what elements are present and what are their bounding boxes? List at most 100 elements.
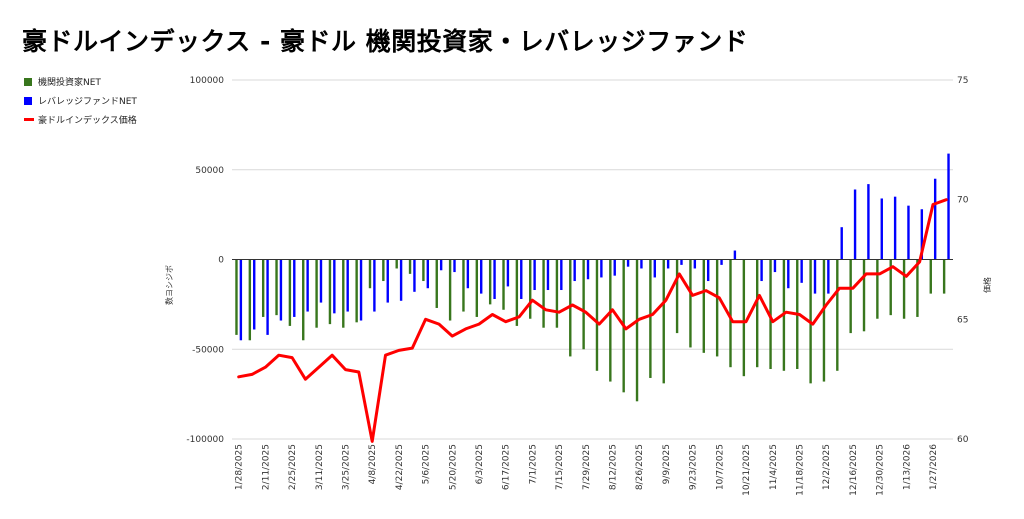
bar-institutional	[876, 259, 879, 319]
bar-institutional	[502, 259, 505, 310]
bar-leveraged	[373, 259, 376, 312]
bar-institutional	[261, 259, 265, 317]
legend: 機関投資家NET レバレッジファンドNET 豪ドルインデックス価格	[24, 72, 137, 129]
bar-institutional	[475, 259, 479, 317]
bar-leveraged	[453, 259, 456, 273]
bar-institutional	[328, 259, 332, 325]
bar-leveraged	[947, 153, 950, 260]
bar-leveraged	[933, 178, 937, 260]
bar-leveraged	[520, 259, 523, 299]
left-tick-label: 100000	[190, 76, 225, 86]
legend-swatch-price	[24, 118, 34, 121]
bar-leveraged	[506, 259, 510, 287]
bar-institutional	[355, 259, 358, 323]
bar-institutional	[729, 259, 732, 368]
x-tick-label: 11/4/2025	[769, 444, 779, 490]
bar-institutional	[902, 259, 906, 319]
legend-swatch-leveraged	[24, 96, 32, 105]
x-tick-label: 7/29/2025	[582, 444, 592, 490]
bar-institutional	[288, 259, 292, 326]
bar-leveraged	[720, 259, 723, 265]
x-tick-label: 12/2/2025	[822, 444, 832, 490]
bar-leveraged	[319, 259, 323, 303]
left-tick-label: -50000	[192, 345, 224, 355]
bar-leveraged	[306, 259, 309, 312]
left-tick-label: 0	[218, 256, 224, 266]
bar-leveraged	[813, 259, 817, 294]
bar-institutional	[395, 259, 398, 269]
legend-item-price: 豪ドルインデックス価格	[24, 110, 137, 129]
right-axis-label: 価格	[982, 277, 992, 293]
bar-leveraged	[653, 259, 656, 278]
bar-leveraged	[827, 259, 830, 294]
bar-institutional	[755, 259, 759, 368]
x-tick-label: 9/9/2025	[662, 444, 672, 484]
bar-leveraged	[666, 259, 670, 269]
bar-institutional	[889, 259, 892, 316]
bar-leveraged	[426, 259, 430, 289]
bar-institutional	[702, 259, 705, 353]
bar-institutional	[662, 259, 665, 384]
bar-leveraged	[600, 259, 603, 278]
left-tick-label: 50000	[195, 166, 224, 176]
bar-leveraged	[293, 259, 296, 317]
bar-leveraged	[867, 184, 870, 260]
bar-leveraged	[573, 259, 576, 282]
bar-institutional	[635, 259, 639, 402]
bar-institutional	[675, 259, 679, 334]
x-tick-label: 1/27/2026	[929, 444, 939, 490]
x-tick-label: 12/30/2025	[876, 444, 886, 496]
bar-institutional	[315, 259, 318, 328]
bar-leveraged	[800, 259, 803, 283]
bar-leveraged	[680, 259, 683, 265]
right-tick-label: 70	[957, 196, 969, 206]
bar-institutional	[916, 259, 919, 317]
bar-leveraged	[533, 259, 536, 291]
left-axis-label: 数ヨシジボ	[164, 265, 174, 305]
bar-institutional	[582, 259, 585, 350]
left-tick-label: -100000	[186, 435, 224, 445]
chart-title: 豪ドルインデックス - 豪ドル 機関投資家・レバレッジファンド	[22, 27, 749, 56]
bar-leveraged	[546, 259, 550, 291]
bar-institutional	[248, 259, 252, 341]
bar-institutional	[836, 259, 839, 371]
x-tick-label: 1/28/2025	[235, 444, 245, 490]
legend-label-leveraged: レバレッジファンドNET	[38, 97, 137, 107]
price-line-series	[237, 198, 948, 443]
gridlines	[232, 79, 953, 440]
right-tick-label: 75	[957, 76, 968, 86]
x-tick-label: 1/13/2026	[902, 444, 912, 490]
bar-leveraged	[466, 259, 470, 289]
bar-institutional	[649, 259, 652, 378]
x-tick-label: 11/18/2025	[795, 444, 805, 496]
legend-swatch-institutional	[24, 77, 32, 86]
bar-leveraged	[693, 259, 697, 269]
bar-institutional	[382, 259, 385, 282]
bar-institutional	[368, 259, 372, 289]
bar-leveraged	[920, 209, 924, 260]
x-tick-label: 8/12/2025	[609, 444, 619, 490]
bar-institutional	[342, 259, 345, 328]
bar-leveraged	[586, 259, 590, 280]
legend-label-institutional: 機関投資家NET	[38, 78, 101, 88]
x-tick-label: 8/26/2025	[635, 444, 645, 490]
x-tick-label: 10/7/2025	[715, 444, 725, 490]
bar-leveraged	[386, 259, 389, 303]
bar-leveraged	[853, 189, 857, 260]
bar-leveraged	[333, 259, 336, 314]
bar-leveraged	[346, 259, 349, 312]
bar-institutional	[862, 259, 866, 332]
x-tick-label: 4/22/2025	[395, 444, 405, 490]
bar-institutional	[515, 259, 519, 326]
bar-leveraged	[493, 259, 496, 299]
x-tick-label: 6/3/2025	[475, 444, 485, 484]
bar-institutional	[569, 259, 572, 357]
x-axis-ticks: 1/28/2025 2/11/2025 2/25/2025 3/11/2025 3/25…	[235, 444, 939, 496]
bar-institutional	[408, 259, 412, 274]
bar-leveraged	[760, 259, 763, 282]
bar-institutional	[689, 259, 692, 348]
bar-leveraged	[359, 259, 363, 321]
x-tick-label: 12/16/2025	[849, 444, 859, 496]
bar-leveraged	[413, 259, 416, 292]
x-tick-label: 5/20/2025	[448, 444, 458, 490]
